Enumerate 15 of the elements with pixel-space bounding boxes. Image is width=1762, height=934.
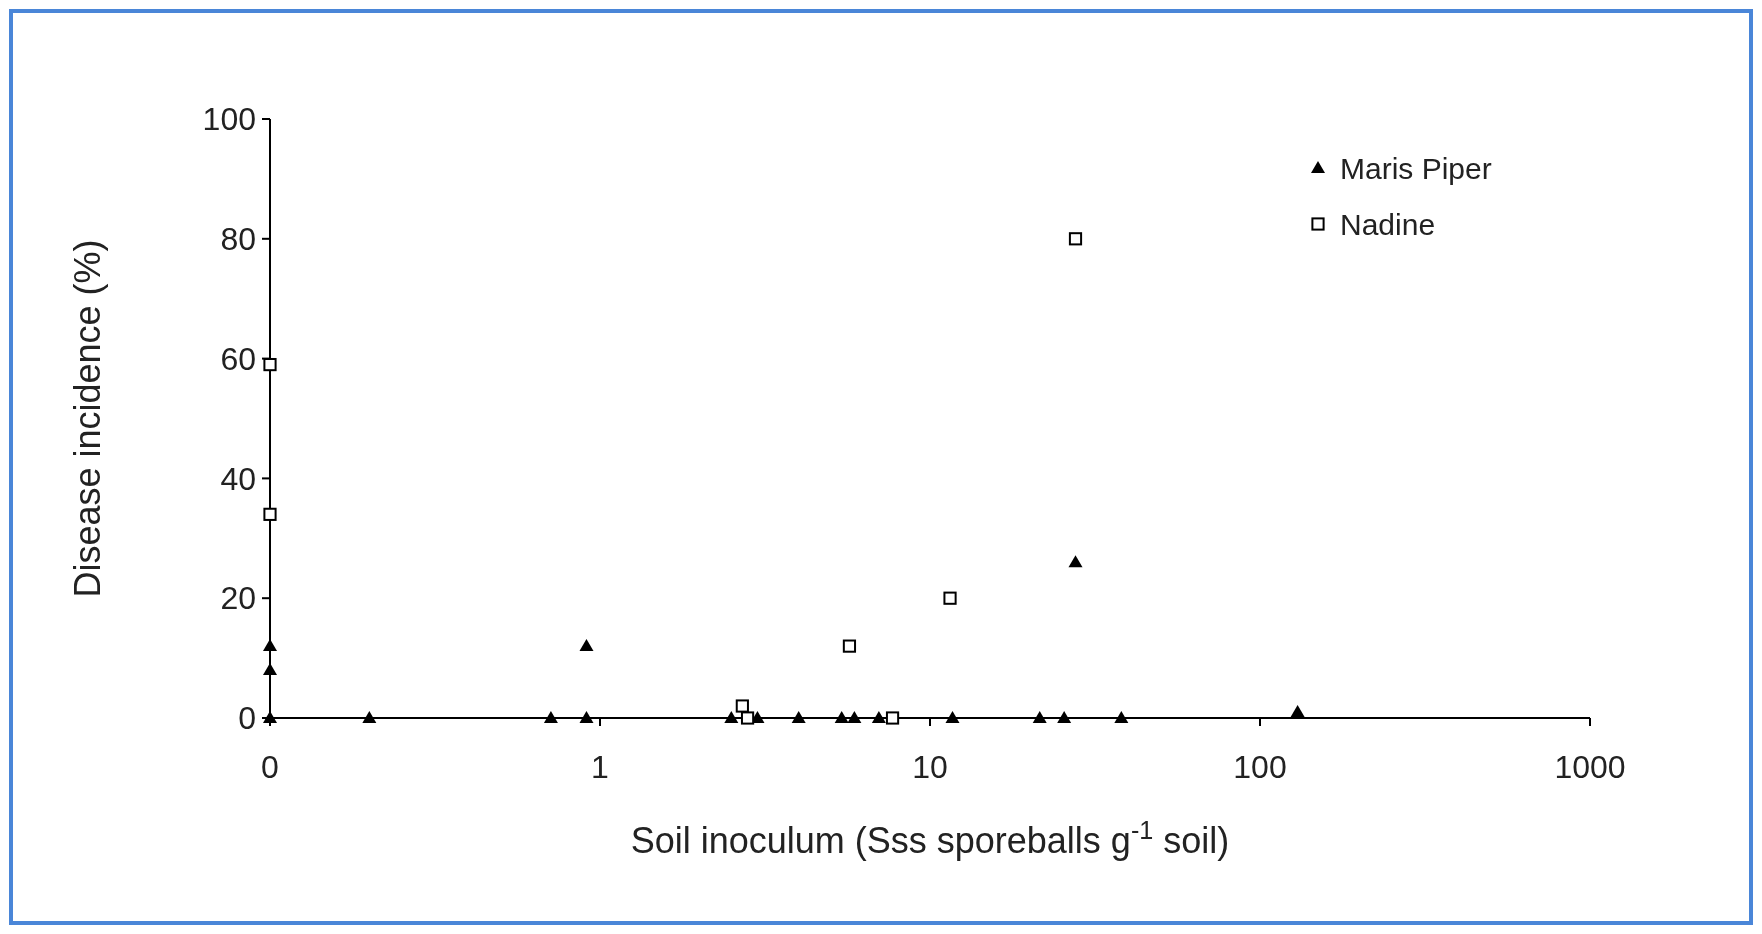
y-tick-label: 80 [220, 221, 256, 257]
x-tick-label: 1000 [1554, 749, 1626, 785]
y-tick-label: 20 [220, 580, 256, 617]
x-axis-title: Soil inoculum (Sss sporeballs g$^{-1}$ soil) [630, 816, 1230, 861]
x-tick-label: 0 [261, 749, 279, 785]
x-tick-label: 10 [912, 749, 948, 785]
y-tick-label: 60 [220, 340, 256, 377]
y-axis-title: Disease incidence (%) [67, 239, 108, 598]
y-tick-label: 0 [238, 700, 256, 737]
y-tick-label: 40 [220, 460, 256, 497]
legend-label: Maris Piper [1340, 151, 1492, 185]
legend-label: Nadine [1340, 207, 1436, 241]
x-tick-label: 100 [1233, 749, 1287, 785]
x-tick-label: 1 [591, 749, 609, 785]
y-tick-label: 100 [202, 101, 256, 138]
